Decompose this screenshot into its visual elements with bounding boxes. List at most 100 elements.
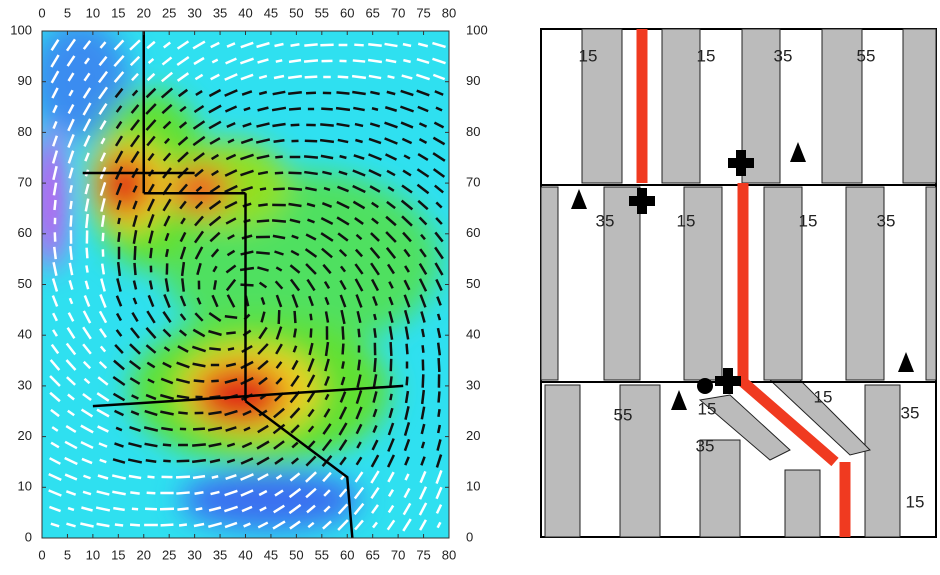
vector-glyph — [179, 525, 187, 526]
vector-glyph — [305, 77, 318, 78]
x-tick-label: 70 — [391, 547, 405, 562]
x-tick-label: 60 — [340, 547, 354, 562]
y-tick-label: 80 — [466, 124, 480, 139]
vector-glyph — [274, 140, 285, 141]
vector-glyph — [86, 265, 87, 272]
vector-glyph — [294, 329, 296, 338]
vector-glyph — [86, 214, 87, 228]
x-tick-label: 55 — [315, 5, 329, 20]
segment-label: 35 — [696, 436, 715, 455]
x-tick-label: 80 — [442, 5, 456, 20]
vector-glyph — [304, 44, 317, 45]
vector-glyph — [336, 108, 350, 110]
vector-glyph — [178, 413, 187, 414]
segment-label: 55 — [614, 405, 633, 424]
vector-glyph — [304, 156, 318, 157]
x-tick-label: 15 — [111, 547, 125, 562]
vector-glyph — [130, 492, 139, 493]
vector-glyph — [177, 508, 188, 509]
vector-glyph — [372, 108, 378, 110]
vector-glyph — [359, 329, 360, 338]
x-tick-label: 75 — [416, 5, 430, 20]
vector-glyph — [102, 215, 104, 227]
vector-glyph — [423, 374, 424, 387]
y-tick-label: 20 — [18, 428, 32, 443]
vector-glyph — [228, 348, 234, 349]
vector-glyph — [71, 215, 72, 226]
segment-label: 35 — [774, 46, 793, 65]
vector-glyph — [439, 391, 440, 402]
vector-glyph — [182, 278, 184, 291]
vector-glyph — [225, 316, 237, 317]
x-tick-label: 30 — [187, 5, 201, 20]
vector-glyph — [146, 460, 156, 461]
y-tick-label: 60 — [466, 225, 480, 240]
y-tick-label: 70 — [466, 175, 480, 190]
vector-glyph — [374, 328, 375, 338]
vector-glyph — [289, 60, 301, 62]
vector-glyph — [342, 361, 343, 368]
vector-glyph — [320, 124, 334, 125]
y-tick-label: 0 — [466, 529, 473, 544]
x-tick-label: 5 — [64, 5, 71, 20]
vector-glyph — [182, 262, 184, 276]
vector-glyph — [358, 360, 359, 371]
vector-glyph — [438, 409, 439, 417]
vector-glyph — [311, 314, 312, 321]
segment-label: 15 — [906, 492, 925, 511]
vector-glyph — [403, 44, 411, 46]
vector-glyph — [134, 263, 135, 275]
segment-label: 55 — [857, 46, 876, 65]
x-tick-label: 5 — [64, 547, 71, 562]
vector-glyph — [439, 358, 440, 372]
vector-glyph — [102, 264, 104, 275]
x-tick-label: 45 — [264, 547, 278, 562]
segment-label: 35 — [877, 211, 896, 230]
x-tick-label: 55 — [315, 547, 329, 562]
x-tick-label: 45 — [264, 5, 278, 20]
vector-glyph — [353, 60, 365, 61]
x-tick-label: 10 — [86, 547, 100, 562]
segment-label: 15 — [579, 46, 598, 65]
vector-glyph — [374, 358, 375, 372]
x-tick-label: 15 — [111, 5, 125, 20]
x-tick-label: 0 — [38, 547, 45, 562]
vector-glyph — [320, 45, 333, 46]
vector-glyph — [304, 60, 318, 61]
vector-glyph — [212, 476, 218, 478]
y-tick-label: 40 — [466, 327, 480, 342]
vector-glyph — [118, 262, 120, 276]
vector-glyph — [70, 185, 72, 192]
x-tick-label: 40 — [238, 547, 252, 562]
vector-glyph — [226, 333, 235, 334]
vector-glyph — [390, 376, 391, 385]
x-tick-label: 50 — [289, 5, 303, 20]
vector-glyph — [166, 249, 168, 257]
y-tick-label: 0 — [25, 529, 32, 544]
vector-glyph — [276, 60, 282, 61]
y-tick-label: 40 — [18, 327, 32, 342]
vector-glyph — [403, 60, 410, 62]
vector-glyph — [209, 348, 221, 349]
vector-glyph — [193, 429, 205, 430]
vector-glyph — [54, 247, 56, 259]
x-tick-label: 40 — [238, 5, 252, 20]
vector-glyph — [163, 445, 171, 446]
vector-glyph — [196, 508, 203, 509]
y-tick-label: 100 — [466, 22, 488, 37]
vector-glyph — [407, 377, 408, 386]
vector-glyph — [391, 342, 392, 356]
y-tick-label: 30 — [466, 377, 480, 392]
x-tick-label: 35 — [213, 5, 227, 20]
x-tick-label: 75 — [416, 547, 430, 562]
vector-glyph — [291, 44, 300, 45]
vector-glyph — [354, 45, 363, 46]
vector-glyph — [407, 344, 408, 354]
vector-glyph — [118, 218, 119, 224]
segment-label: 35 — [901, 403, 920, 422]
vector-glyph — [438, 343, 440, 356]
vector-glyph — [194, 380, 205, 381]
y-tick-label: 10 — [18, 479, 32, 494]
vector-glyph — [147, 493, 156, 494]
vector-glyph — [70, 246, 71, 260]
